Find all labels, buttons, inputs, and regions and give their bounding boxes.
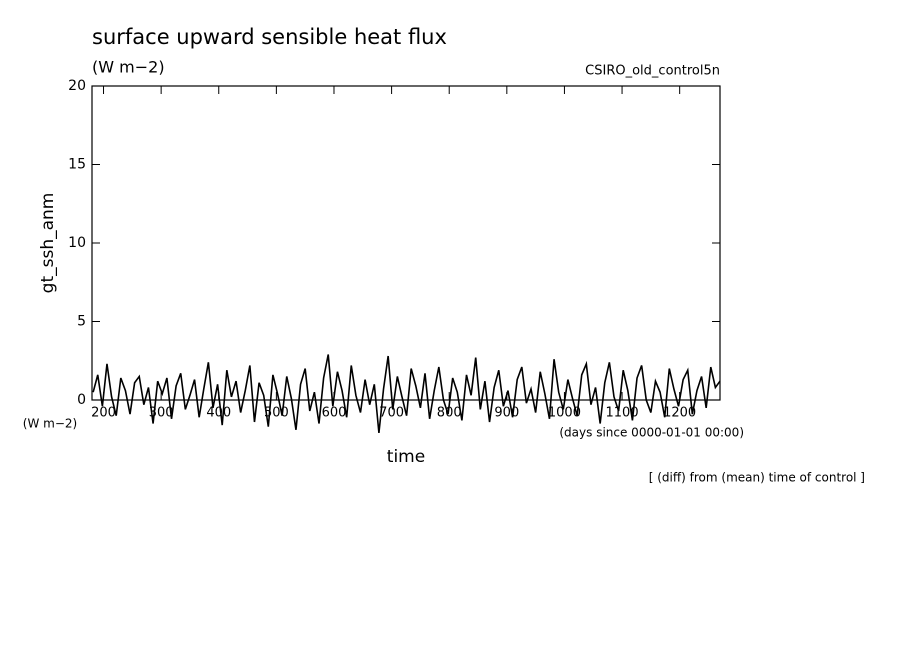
x-tick-label: 900 (494, 406, 519, 421)
x-tick-label: 200 (91, 406, 116, 421)
y-axis-label: gt_ssh_anm (38, 193, 58, 294)
y-tick-label: 10 (68, 235, 86, 251)
plot-frame (91, 85, 721, 401)
data-line (92, 354, 721, 434)
y-tick-label: 0 (77, 392, 86, 408)
x-tick-label: 800 (437, 406, 462, 421)
chart-title: surface upward sensible heat flux (92, 25, 447, 49)
annotation: CSIRO_old_control5n (585, 64, 720, 79)
x-tick-label: 400 (206, 406, 231, 421)
footnote: [ (diff) from (mean) time of control ] (649, 471, 865, 485)
y-tick-label: 5 (77, 314, 86, 330)
y-unit: (W m−2) (23, 417, 77, 431)
x-tick-label: 700 (379, 406, 404, 421)
y-tick-label: 20 (68, 78, 86, 94)
y-tick-label: 15 (68, 157, 86, 173)
x-unit: (days since 0000-01-01 00:00) (559, 426, 744, 440)
x-tick-label: 600 (322, 406, 347, 421)
x-tick-label: 1200 (663, 406, 696, 421)
x-axis-label: time (387, 447, 425, 467)
x-tick-label: 1000 (548, 406, 581, 421)
chart-subtitle: (W m−2) (92, 58, 165, 77)
